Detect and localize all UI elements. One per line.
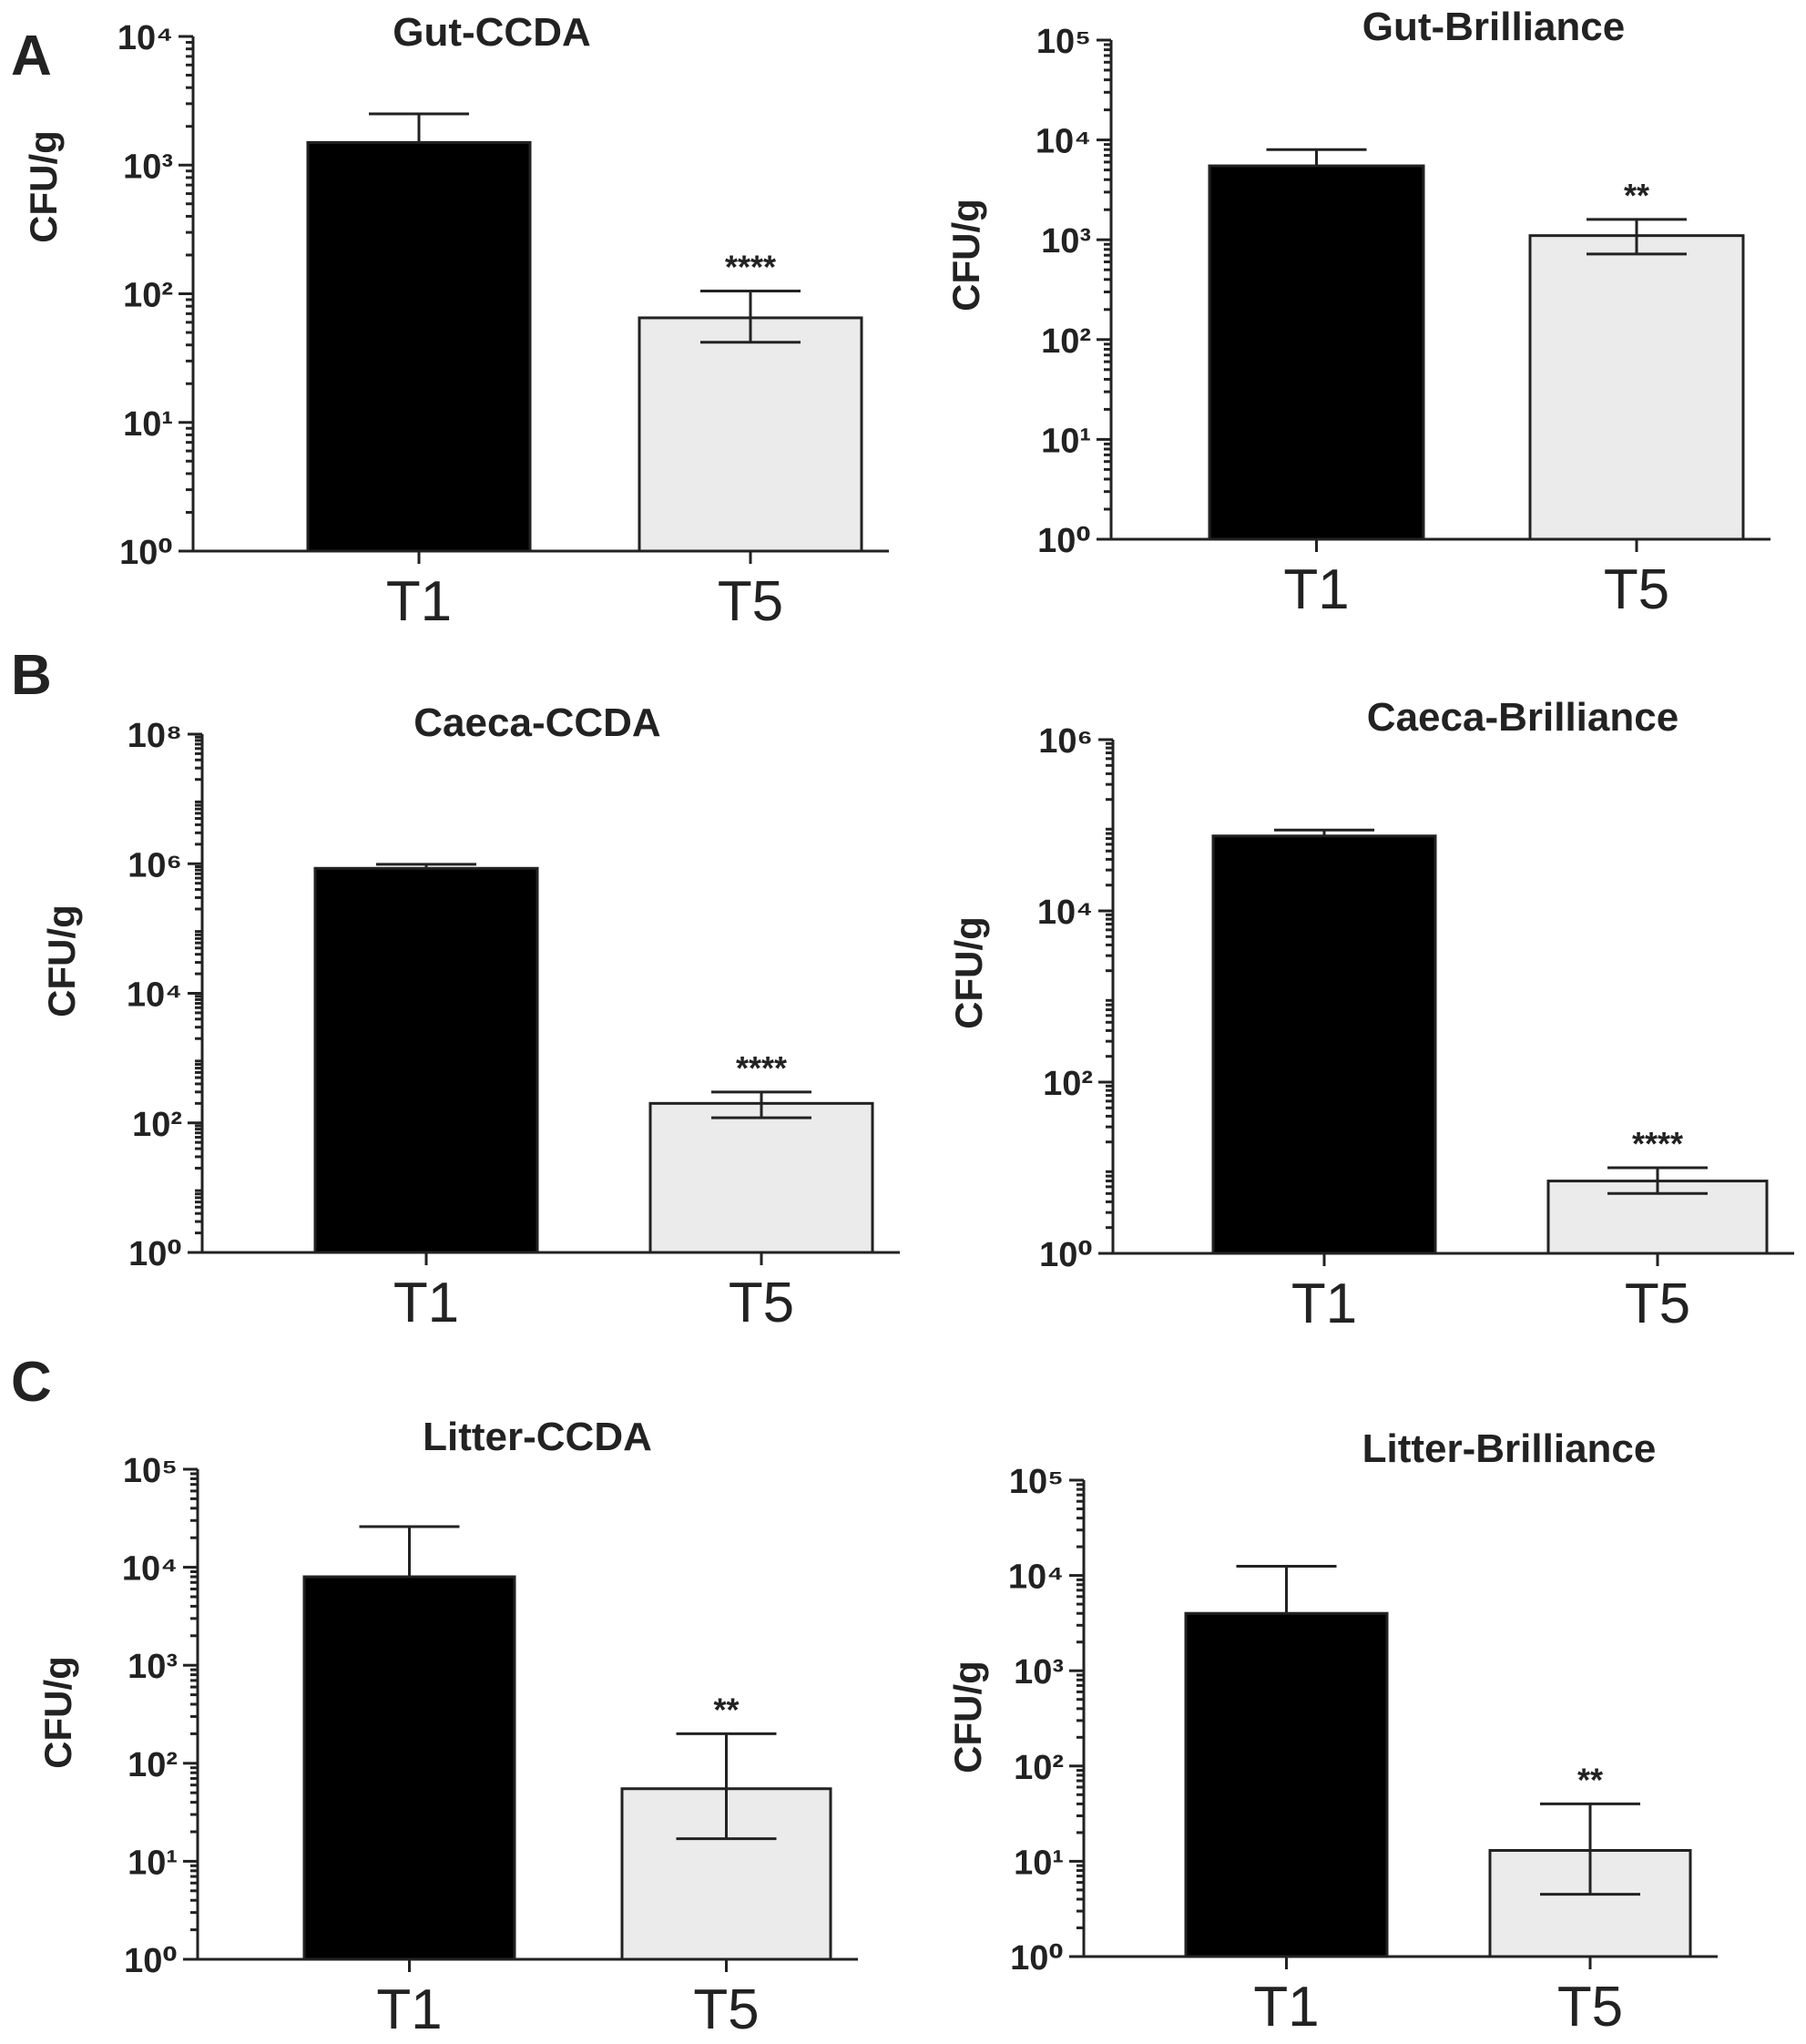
y-tick-label: 10⁴	[117, 19, 173, 57]
chart-title: Caeca-CCDA	[413, 700, 660, 745]
y-tick-label: 10⁰	[1037, 522, 1091, 560]
y-tick-label: 10⁵	[1036, 23, 1091, 61]
significance-label: ****	[1632, 1125, 1683, 1162]
chart-caeca-brilliance: Caeca-Brilliance CFU/g T1 **** T5 10⁰ 10² 10⁴ 10…	[947, 695, 1794, 1335]
category-label: T5	[1625, 1272, 1690, 1335]
bar-t5	[638, 316, 863, 553]
category-label: T5	[718, 570, 783, 633]
y-axis-label: CFU/g	[40, 904, 83, 1017]
y-tick-label: 10²	[128, 1746, 178, 1784]
panel-label-a: A	[11, 25, 52, 87]
chart-title: Litter-Brilliance	[1362, 1426, 1657, 1471]
category-label: T1	[1253, 1976, 1319, 2039]
y-tick-label: 10¹	[1014, 1844, 1064, 1882]
category-label: T1	[1283, 558, 1349, 621]
panel-label-b: B	[11, 644, 52, 707]
chart-title: Litter-CCDA	[423, 1415, 652, 1459]
y-tick-label: 10⁴	[1008, 1559, 1064, 1597]
y-tick-label: 10⁰	[124, 1942, 178, 1980]
y-tick-label: 10²	[1014, 1749, 1064, 1787]
bar-t5	[1528, 234, 1745, 541]
category-label: T5	[1557, 1976, 1623, 2039]
bar-t1	[1211, 834, 1437, 1255]
y-tick-label: 10²	[132, 1106, 182, 1144]
significance-label: ****	[725, 249, 776, 286]
y-tick-label: 10³	[123, 148, 173, 186]
y-tick-label: 10⁶	[1038, 722, 1093, 761]
chart-gut-ccda: Gut-CCDA CFU/g T1 **** T5 10⁰ 10¹ 10² 10³ 10⁴	[22, 10, 889, 633]
y-axis-label: CFU/g	[22, 130, 65, 243]
bar-t1	[302, 1575, 516, 1961]
y-tick-label: 10⁶	[128, 846, 182, 884]
y-tick-label: 10¹	[1041, 422, 1091, 460]
chart-litter-brilliance: Litter-Brilliance CFU/g T1 ** T5 10⁰ 10¹ 10² 10³…	[946, 1426, 1718, 2039]
chart-caeca-ccda: Caeca-CCDA CFU/g T1 **** T5 10⁰ 10² 10⁴ 10⁶ 10⁸	[40, 700, 900, 1334]
chart-litter-ccda: Litter-CCDA CFU/g T1 ** T5 10⁰ 10¹ 10² 10³ 10⁴ 10⁵	[36, 1415, 858, 2041]
chart-title: Gut-Brilliance	[1362, 5, 1626, 49]
y-tick-label: 10¹	[123, 405, 173, 444]
y-tick-label: 10⁵	[1009, 1463, 1064, 1501]
category-label: T1	[386, 570, 452, 633]
y-tick-label: 10³	[128, 1648, 178, 1686]
significance-label: ****	[736, 1049, 787, 1087]
y-tick-label: 10⁴	[1037, 894, 1093, 932]
y-axis-label: CFU/g	[946, 1661, 989, 1773]
bar-t1	[1208, 164, 1425, 541]
y-tick-label: 10²	[123, 277, 173, 315]
category-label: T1	[393, 1272, 459, 1334]
bar-t1	[1184, 1611, 1389, 1958]
y-axis-label: CFU/g	[947, 916, 990, 1029]
bar-t5	[648, 1101, 874, 1254]
y-tick-label: 10⁰	[128, 1235, 182, 1273]
y-tick-label: 10³	[1041, 222, 1091, 261]
bar-t1	[306, 140, 532, 553]
y-tick-label: 10⁵	[123, 1452, 178, 1490]
bar-t1	[313, 866, 539, 1254]
y-tick-label: 10³	[1014, 1653, 1064, 1691]
y-tick-label: 10⁴	[1036, 123, 1091, 161]
category-label: T5	[729, 1272, 794, 1334]
chart-title: Caeca-Brilliance	[1367, 695, 1678, 740]
significance-label: **	[713, 1691, 739, 1728]
significance-label: **	[1577, 1761, 1603, 1798]
category-label: T1	[376, 1978, 442, 2041]
y-tick-label: 10¹	[128, 1844, 178, 1882]
y-tick-label: 10⁴	[122, 1550, 178, 1589]
chart-title: Gut-CCDA	[393, 10, 591, 55]
category-label: T5	[1604, 558, 1669, 621]
y-tick-label: 10²	[1043, 1065, 1093, 1103]
y-axis-label: CFU/g	[36, 1656, 79, 1769]
chart-gut-brilliance: Gut-Brilliance CFU/g T1 ** T5 10⁰ 10¹ 10² 10³ 10⁴…	[944, 5, 1770, 621]
category-label: T5	[693, 1978, 759, 2041]
y-tick-label: 10⁰	[1010, 1939, 1064, 1978]
y-axis-label: CFU/g	[944, 199, 987, 312]
y-tick-label: 10⁸	[128, 717, 182, 755]
y-tick-label: 10⁴	[127, 976, 182, 1015]
significance-label: **	[1624, 177, 1649, 214]
y-tick-label: 10²	[1041, 322, 1091, 361]
category-label: T1	[1291, 1272, 1357, 1335]
y-tick-label: 10⁰	[119, 534, 173, 572]
y-tick-label: 10⁰	[1039, 1236, 1093, 1274]
panel-label-c: C	[11, 1351, 52, 1414]
